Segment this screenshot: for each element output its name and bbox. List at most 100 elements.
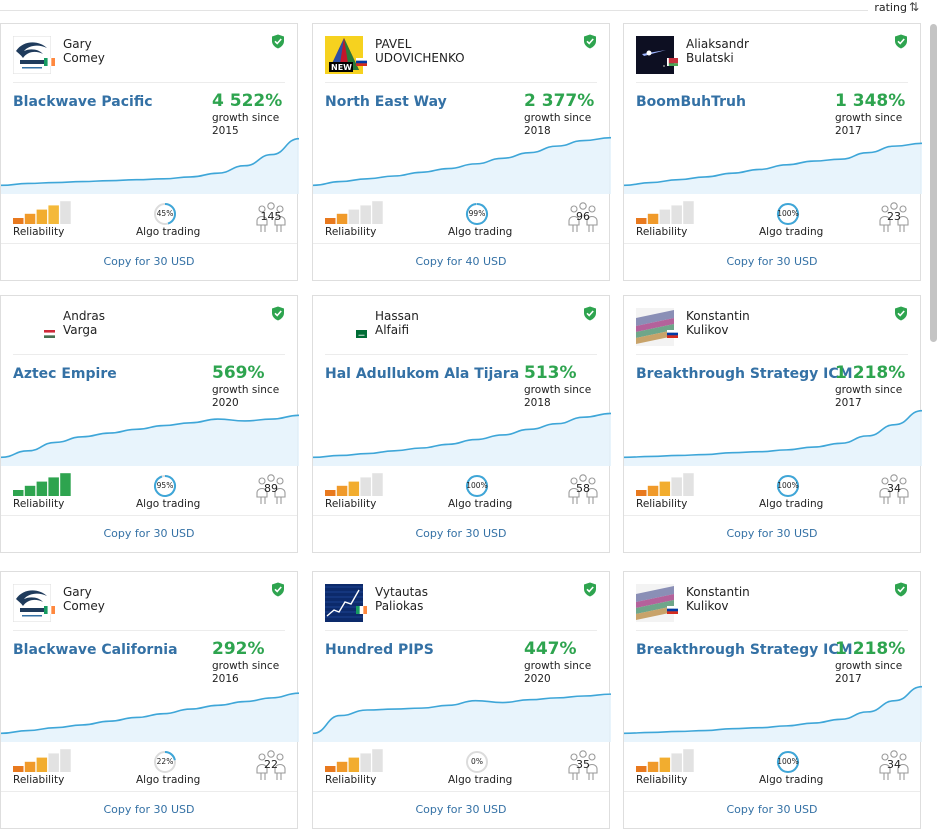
- author-first-name[interactable]: Hassan: [375, 309, 419, 323]
- author-first-name[interactable]: PAVEL: [375, 37, 412, 51]
- author-last-name[interactable]: Paliokas: [375, 599, 424, 613]
- author-last-name[interactable]: Comey: [63, 599, 105, 613]
- author-first-name[interactable]: Konstantin: [686, 309, 750, 323]
- author-avatar[interactable]: [636, 584, 674, 622]
- signal-name-link[interactable]: Hundred PIPS: [325, 642, 434, 658]
- growth-chart[interactable]: [313, 678, 611, 742]
- growth-chart-line: [624, 142, 922, 187]
- signal-card[interactable]: Hassan Alfaifi Hal Adullukom Ala Tijara …: [312, 295, 611, 553]
- author-first-name[interactable]: Andras: [63, 309, 105, 323]
- header-divider: [636, 630, 908, 631]
- author-name[interactable]: Konstantin Kulikov: [686, 309, 750, 337]
- author-name[interactable]: Gary Comey: [63, 37, 105, 65]
- author-name[interactable]: Hassan Alfaifi: [375, 309, 419, 337]
- sort-label[interactable]: rating: [874, 1, 907, 14]
- signal-card[interactable]: Konstantin Kulikov Breakthrough Strategy…: [623, 295, 922, 553]
- subscribers-count: 22: [264, 758, 278, 771]
- signal-card[interactable]: Gary Comey Blackwave Pacific 4 522% grow…: [0, 23, 299, 281]
- copy-signal-button[interactable]: Copy for 30 USD: [726, 803, 818, 816]
- subscribers-icon: [879, 202, 909, 232]
- sort-control[interactable]: rating ⇅: [872, 0, 921, 14]
- author-name[interactable]: Vytautas Paliokas: [375, 585, 428, 613]
- author-name[interactable]: Konstantin Kulikov: [686, 585, 750, 613]
- copy-signal-button[interactable]: Copy for 30 USD: [726, 527, 818, 540]
- author-name[interactable]: Gary Comey: [63, 585, 105, 613]
- reliability-bar: [13, 766, 24, 772]
- growth-chart-area: [313, 413, 611, 466]
- signal-name-link[interactable]: North East Way: [325, 94, 447, 110]
- author-last-name[interactable]: Alfaifi: [375, 323, 410, 337]
- growth-since: growth since 2020: [212, 384, 292, 410]
- author-avatar[interactable]: [13, 36, 51, 74]
- signal-card[interactable]: Aliaksandr Bulatski BoomBuhTruh 1 348% g…: [623, 23, 922, 281]
- signal-name-link[interactable]: Hal Adullukom Ala Tijara: [325, 366, 520, 382]
- growth-chart-area: [313, 694, 611, 742]
- card-footer: Copy for 30 USD: [1, 243, 297, 280]
- growth-value: 1 218%: [835, 639, 906, 659]
- signal-name-link[interactable]: Blackwave California: [13, 642, 178, 658]
- growth-chart[interactable]: [624, 678, 922, 742]
- growth-since: growth since 2015: [212, 112, 292, 138]
- author-avatar[interactable]: [636, 36, 674, 74]
- signal-card[interactable]: Vytautas Paliokas Hundred PIPS 447% grow…: [312, 571, 611, 829]
- signal-card[interactable]: NEW PAVEL UDOVICHENKO North East Way 2 3…: [312, 23, 611, 281]
- growth-chart[interactable]: [313, 130, 611, 194]
- author-first-name[interactable]: Gary: [63, 37, 92, 51]
- verified-shield-icon: [584, 34, 596, 49]
- signal-name-link[interactable]: Blackwave Pacific: [13, 94, 153, 110]
- growth-chart[interactable]: [1, 130, 299, 194]
- signal-card[interactable]: Konstantin Kulikov Breakthrough Strategy…: [623, 571, 922, 829]
- header-divider: [325, 630, 597, 631]
- signal-name-link[interactable]: Breakthrough Strategy ICM: [636, 642, 853, 658]
- author-avatar[interactable]: [636, 308, 674, 346]
- author-last-name[interactable]: Bulatski: [686, 51, 734, 65]
- header-divider: [13, 82, 285, 83]
- copy-signal-button[interactable]: Copy for 30 USD: [415, 803, 507, 816]
- growth-chart[interactable]: [624, 130, 922, 194]
- algo-trading-gauge-arc: [154, 475, 176, 497]
- author-first-name[interactable]: Gary: [63, 585, 92, 599]
- author-last-name[interactable]: Kulikov: [686, 323, 729, 337]
- author-last-name[interactable]: Kulikov: [686, 599, 729, 613]
- signal-card[interactable]: Andras Varga Aztec Empire 569% growth si…: [0, 295, 299, 553]
- growth-chart[interactable]: [313, 402, 611, 466]
- reliability-bar: [683, 201, 694, 224]
- author-avatar[interactable]: [13, 584, 51, 622]
- author-last-name[interactable]: Comey: [63, 51, 105, 65]
- author-avatar[interactable]: [325, 584, 363, 622]
- growth-value: 513%: [524, 363, 577, 383]
- signal-name-link[interactable]: BoomBuhTruh: [636, 94, 746, 110]
- scrollbar-thumb[interactable]: [930, 24, 937, 342]
- card-footer: Copy for 30 USD: [1, 791, 297, 828]
- growth-chart-area: [624, 686, 922, 742]
- signal-card[interactable]: Gary Comey Blackwave California 292% gro…: [0, 571, 299, 829]
- copy-signal-button[interactable]: Copy for 30 USD: [726, 255, 818, 268]
- sort-arrows-icon[interactable]: ⇅: [908, 0, 919, 14]
- author-name[interactable]: Andras Varga: [63, 309, 105, 337]
- growth-since-label: growth since: [524, 112, 592, 124]
- author-name[interactable]: PAVEL UDOVICHENKO: [375, 37, 465, 65]
- author-first-name[interactable]: Aliaksandr: [686, 37, 749, 51]
- growth-chart[interactable]: [1, 402, 299, 466]
- algo-trading-gauge: [154, 203, 176, 225]
- author-first-name[interactable]: Konstantin: [686, 585, 750, 599]
- algo-trading-label: Algo trading: [136, 774, 201, 786]
- copy-signal-button[interactable]: Copy for 30 USD: [103, 527, 195, 540]
- growth-chart[interactable]: [1, 678, 299, 742]
- signal-name-link[interactable]: Breakthrough Strategy ICM: [636, 366, 853, 382]
- author-last-name[interactable]: UDOVICHENKO: [375, 51, 465, 65]
- author-last-name[interactable]: Varga: [63, 323, 98, 337]
- growth-since-label: growth since: [212, 660, 280, 672]
- author-first-name[interactable]: Vytautas: [375, 585, 428, 599]
- copy-signal-button[interactable]: Copy for 40 USD: [415, 255, 507, 268]
- signal-name-link[interactable]: Aztec Empire: [13, 366, 117, 382]
- reliability-bar: [671, 753, 682, 772]
- copy-signal-button[interactable]: Copy for 30 USD: [103, 255, 195, 268]
- author-name[interactable]: Aliaksandr Bulatski: [686, 37, 749, 65]
- growth-chart[interactable]: [624, 402, 922, 466]
- copy-signal-button[interactable]: Copy for 30 USD: [103, 803, 195, 816]
- subscribers-count: 89: [264, 482, 278, 495]
- author-avatar[interactable]: NEW: [325, 36, 363, 74]
- copy-signal-button[interactable]: Copy for 30 USD: [415, 527, 507, 540]
- reliability-bars-icon: [13, 473, 71, 496]
